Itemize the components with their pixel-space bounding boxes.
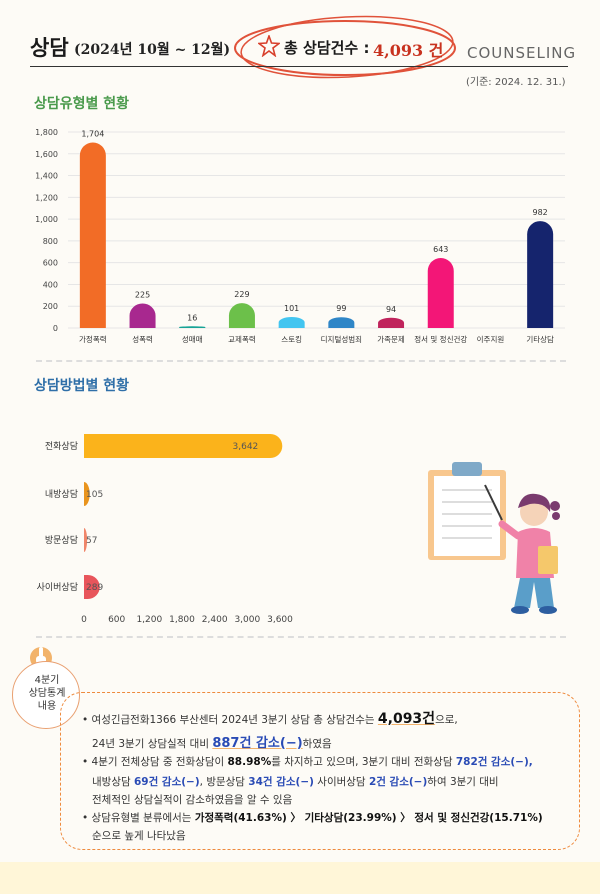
section-title-type: 상담유형별 현황 bbox=[34, 96, 130, 112]
y-tick-label: 1,000 bbox=[35, 215, 58, 224]
type-bar-chart: 0 200 400 600 800 1,000 1,200 1,400 1,600 1,800 1,… bbox=[35, 128, 565, 344]
base-date: (기준: 2024. 12. 31.) bbox=[466, 77, 566, 88]
bar bbox=[427, 257, 454, 328]
header-divider bbox=[30, 66, 568, 67]
bar bbox=[278, 317, 305, 328]
x-tick-label: 성폭력 bbox=[132, 335, 153, 344]
x-tick-label: 디지털성범죄 bbox=[321, 334, 362, 344]
data-label: 229 bbox=[234, 290, 249, 299]
bar bbox=[328, 317, 355, 328]
y-tick-label: 전화상담 bbox=[45, 440, 78, 452]
bar bbox=[84, 482, 90, 506]
badge-line: 4분기 bbox=[34, 675, 60, 686]
total-value: 4,093 건 bbox=[373, 41, 444, 60]
y-tick-label: 800 bbox=[43, 237, 58, 246]
teacher-illustration bbox=[428, 462, 560, 614]
x-tick-label: 600 bbox=[108, 615, 125, 625]
x-tick-label: 0 bbox=[81, 615, 87, 625]
bar bbox=[79, 142, 106, 328]
data-label: 94 bbox=[386, 305, 396, 314]
data-label: 225 bbox=[135, 291, 150, 300]
data-label: 643 bbox=[433, 245, 448, 254]
x-tick-label: 1,800 bbox=[169, 615, 195, 625]
y-tick-label: 방문상담 bbox=[45, 534, 78, 546]
bar bbox=[378, 317, 405, 328]
data-label: 3,642 bbox=[233, 442, 259, 452]
highlight-oval bbox=[234, 15, 456, 79]
bar bbox=[84, 575, 100, 599]
bar bbox=[129, 303, 156, 328]
x-tick-label: 가족문제 bbox=[377, 335, 405, 344]
summary-line: 24년 3분기 상담실적 대비 887건 감소(−)하였음 bbox=[92, 736, 332, 751]
summary-line: 내방상담 69건 감소(−), 방문상담 34건 감소(−) 사이버상담 2건 … bbox=[92, 776, 499, 788]
y-tick-label: 200 bbox=[43, 302, 58, 311]
data-label: 289 bbox=[86, 583, 103, 593]
y-tick-label: 1,200 bbox=[35, 193, 58, 202]
summary-badge: 4분기 상담통계 내용 bbox=[12, 661, 80, 729]
summary-box bbox=[60, 692, 580, 850]
y-tick-label: 1,400 bbox=[35, 172, 58, 181]
bar bbox=[84, 434, 283, 458]
bar bbox=[228, 303, 255, 328]
section-divider bbox=[36, 636, 566, 638]
page-period: (2024년 10월 ~ 12월) bbox=[74, 42, 231, 58]
bar bbox=[179, 326, 206, 328]
method-bar-chart: 전화상담 3,642 내방상담 105 방문상담 57 사이버상담 289 0 600 1,200 1… bbox=[37, 434, 293, 625]
subtitle: COUNSELING bbox=[467, 44, 577, 62]
badge-line: 내용 bbox=[37, 701, 57, 712]
x-tick-label: 교제폭력 bbox=[228, 335, 256, 344]
y-tick-label: 사이버상담 bbox=[37, 581, 78, 593]
x-tick-label: 정서 및 정신건강 bbox=[414, 334, 467, 344]
y-tick-label: 내방상담 bbox=[45, 488, 78, 500]
summary-line: • 여성긴급전화1366 부산센터 2024년 3분기 상담 총 상담건수는 4… bbox=[82, 711, 458, 727]
x-tick-label: 3,000 bbox=[234, 615, 260, 625]
header: 상담 (2024년 10월 ~ 12월) 총 상담건수 : 4,093 건 CO… bbox=[0, 0, 600, 100]
data-label: 99 bbox=[336, 304, 346, 313]
section-title-method: 상담방법별 현황 bbox=[34, 378, 130, 394]
badge-line: 상담통계 bbox=[28, 688, 66, 699]
x-tick-label: 성매매 bbox=[182, 335, 203, 344]
data-label: 57 bbox=[86, 536, 97, 546]
data-label: 105 bbox=[86, 490, 103, 500]
bar bbox=[84, 528, 88, 552]
y-tick-label: 1,600 bbox=[35, 150, 58, 159]
summary-line: • 4분기 전체상담 중 전화상담이 88.98%를 차지하고 있으며, 3분기… bbox=[82, 756, 533, 768]
data-label: 1,704 bbox=[81, 129, 104, 138]
star-icon bbox=[258, 35, 280, 57]
x-tick-label: 스토킹 bbox=[281, 334, 302, 344]
y-tick-label: 600 bbox=[43, 259, 58, 268]
summary-line: 전체적인 상담실적이 감소하였음을 알 수 있음 bbox=[92, 794, 293, 806]
x-tick-label: 1,200 bbox=[136, 615, 162, 625]
data-label: 101 bbox=[284, 304, 299, 313]
summary-line: • 상담유형별 분류에서는 가정폭력(41.63%) 〉 기타상담(23.99%… bbox=[82, 812, 543, 824]
section-divider bbox=[36, 360, 566, 362]
footer-band bbox=[0, 862, 600, 894]
y-tick-label: 0 bbox=[53, 324, 58, 333]
data-label: 16 bbox=[187, 313, 197, 322]
bar bbox=[527, 221, 554, 328]
y-tick-label: 1,800 bbox=[35, 128, 58, 137]
x-tick-label: 3,600 bbox=[267, 615, 293, 625]
y-tick-label: 400 bbox=[43, 280, 58, 289]
page-title: 상담 bbox=[30, 36, 69, 60]
summary-line: 순으로 높게 나타났음 bbox=[92, 830, 186, 842]
x-tick-label: 이주지원 bbox=[477, 334, 505, 344]
x-tick-label: 기타상담 bbox=[526, 334, 554, 344]
x-tick-label: 2,400 bbox=[202, 615, 228, 625]
data-label: 982 bbox=[533, 208, 548, 217]
total-label: 총 상담건수 : bbox=[284, 39, 370, 57]
x-tick-label: 가정폭력 bbox=[79, 334, 107, 344]
